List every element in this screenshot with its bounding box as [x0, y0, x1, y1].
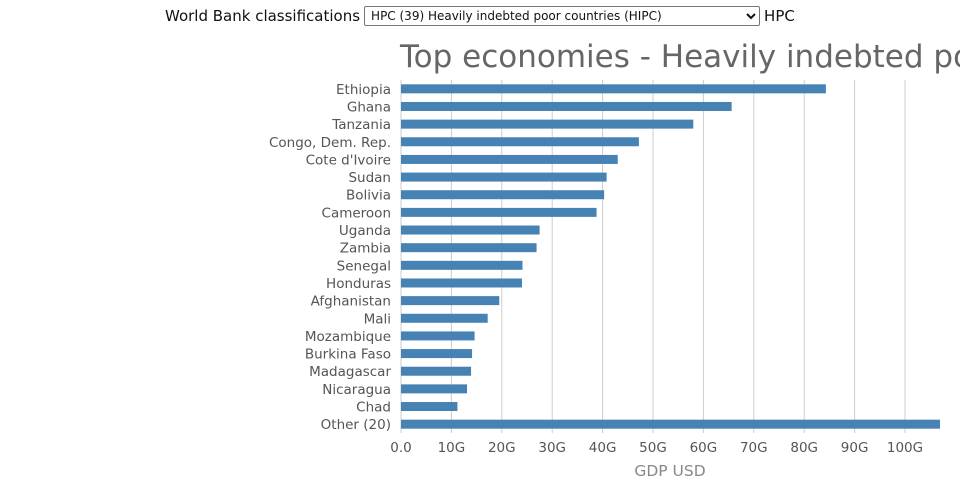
x-tick-labels: 0.0 10G 20G 30G 40G 50G 60G 70G 80G 90G 100G: [390, 440, 923, 456]
bar-tanzania: [401, 119, 694, 129]
category-label: Burkina Faso: [305, 347, 391, 363]
category-label: Cameroon: [322, 205, 391, 221]
bar-burkina-faso: [401, 349, 473, 359]
category-label: Sudan: [348, 170, 391, 186]
x-tick-label: 30G: [538, 440, 566, 456]
x-tick-label: 70G: [740, 440, 768, 456]
bar-cote-d-ivoire: [401, 154, 618, 164]
category-label: Honduras: [326, 276, 391, 292]
chart-title: Top economies - Heavily indebted poor co…: [399, 39, 960, 75]
x-tick-label: 90G: [841, 440, 869, 456]
bar-afghanistan: [401, 296, 500, 306]
category-label: Zambia: [340, 241, 391, 257]
bar-uganda: [401, 225, 540, 235]
x-tick-label: 0.0: [390, 440, 411, 456]
category-label: Ghana: [347, 99, 391, 115]
bar-congo-dem-rep: [401, 137, 639, 147]
bar-honduras: [401, 278, 522, 288]
classification-code: HPC: [764, 7, 795, 25]
x-tick-label: 60G: [690, 440, 718, 456]
bar-nicaragua: [401, 384, 468, 394]
x-tick-label: 50G: [639, 440, 667, 456]
bar-madagascar: [401, 366, 472, 376]
category-label: Cote d'Ivoire: [306, 152, 391, 168]
x-tick-label: 10G: [438, 440, 466, 456]
bar-sudan: [401, 172, 607, 182]
category-label: Congo, Dem. Rep.: [269, 135, 391, 151]
category-label: Afghanistan: [311, 294, 391, 310]
bar-cameroon: [401, 207, 597, 217]
bar-ghana: [401, 101, 732, 111]
category-label: Bolivia: [346, 188, 391, 204]
bar-other-20: [401, 419, 940, 429]
classification-header: World Bank classifications HPC (39) Heav…: [165, 6, 795, 26]
category-label: Ethiopia: [336, 82, 391, 98]
bar-zambia: [401, 243, 537, 253]
bar-senegal: [401, 260, 523, 270]
classification-select[interactable]: HPC (39) Heavily indebted poor countries…: [364, 6, 761, 26]
category-label: Uganda: [339, 223, 391, 239]
bar-bolivia: [401, 190, 605, 200]
classification-label: World Bank classifications: [165, 7, 361, 25]
grid-lines: [400, 80, 906, 433]
x-tick-label: 100G: [887, 440, 923, 456]
bar-mozambique: [401, 331, 475, 341]
x-axis-title: GDP USD: [634, 462, 705, 480]
category-label: Mali: [364, 311, 391, 327]
x-tick-label: 80G: [790, 440, 818, 456]
category-label: Other (20): [321, 417, 391, 433]
x-tick-label: 20G: [488, 440, 516, 456]
category-label: Senegal: [337, 258, 391, 274]
category-label: Mozambique: [305, 329, 391, 345]
bar-chad: [401, 402, 458, 412]
category-label: Nicaragua: [322, 382, 391, 398]
category-label: Tanzania: [331, 117, 391, 133]
bars: [401, 84, 940, 429]
category-label: Madagascar: [309, 364, 391, 380]
x-tick-label: 40G: [589, 440, 617, 456]
category-label: Chad: [356, 400, 391, 416]
bar-ethiopia: [401, 84, 826, 94]
bar-mali: [401, 313, 488, 323]
